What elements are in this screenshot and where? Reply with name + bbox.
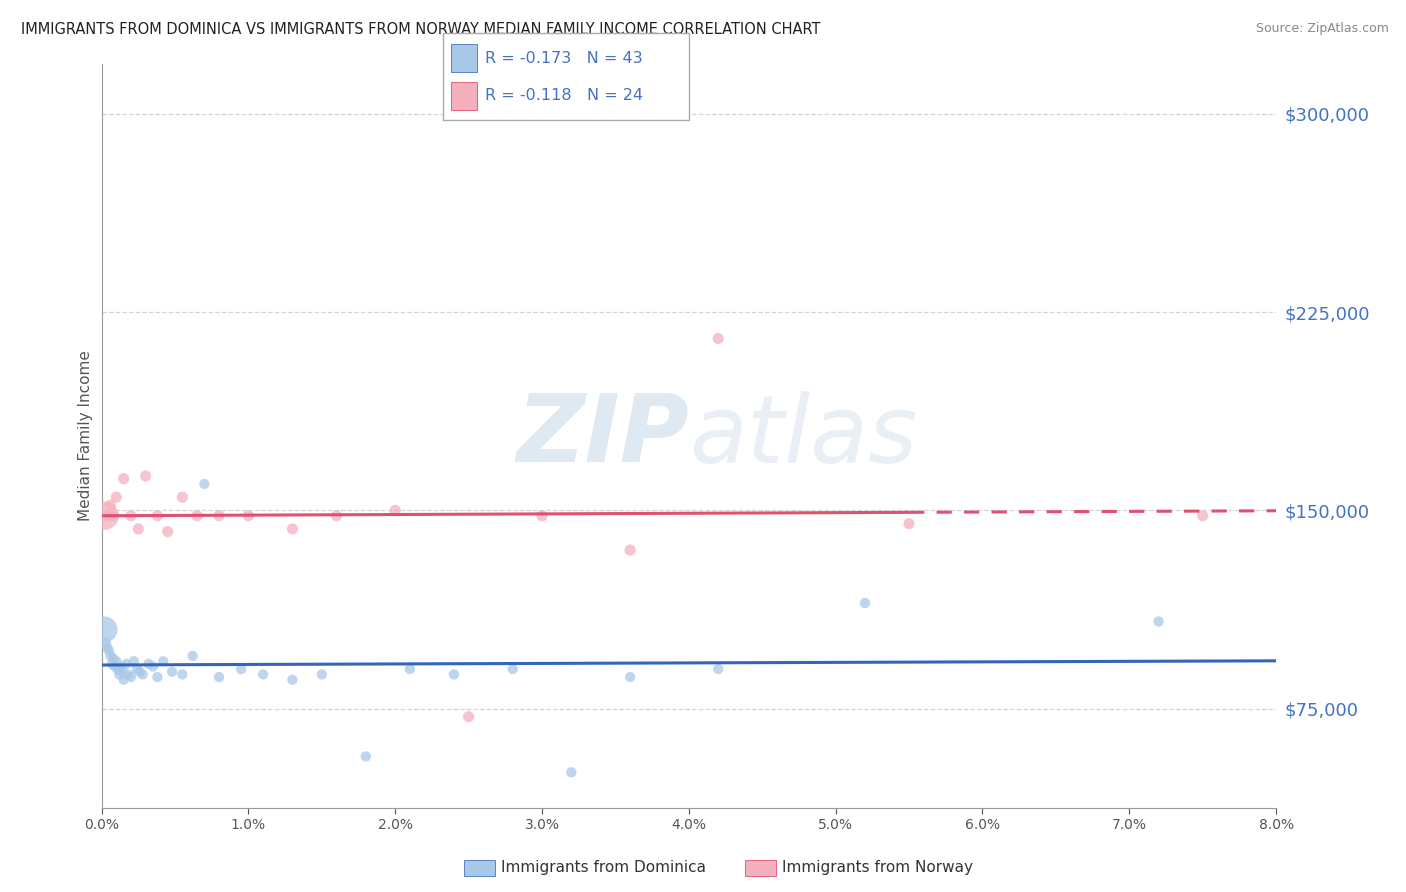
Point [112,472,135,486]
Point [101,657,124,671]
Point [707,331,730,345]
Point [208,508,231,523]
Point [853,596,876,610]
Point [132,667,155,681]
Point [96,640,118,655]
Point [156,524,179,539]
Text: IMMIGRANTS FROM DOMINICA VS IMMIGRANTS FROM NORWAY MEDIAN FAMILY INCOME CORRELAT: IMMIGRANTS FROM DOMINICA VS IMMIGRANTS F… [21,22,821,37]
Point [457,710,479,724]
Point [127,522,149,536]
Point [443,667,465,681]
Point [238,508,260,523]
Point [103,508,125,523]
Point [281,673,304,687]
Point [152,654,174,668]
Point [105,654,128,668]
Point [128,665,150,679]
Point [619,670,641,684]
Point [186,508,208,523]
Point [502,662,524,676]
Point [93,623,115,637]
Text: Immigrants from Dominica: Immigrants from Dominica [501,860,706,874]
Point [120,670,142,684]
Text: atlas: atlas [689,391,917,482]
Point [311,667,333,681]
Point [138,657,160,671]
Point [193,477,215,491]
Point [229,662,252,676]
Point [100,498,122,512]
Point [1191,508,1213,523]
Point [97,643,120,657]
Point [111,665,134,679]
Point [707,662,730,676]
Point [120,508,142,523]
Text: ZIP: ZIP [516,390,689,482]
Point [252,667,274,681]
Point [100,648,122,663]
Point [93,508,115,523]
Point [122,654,145,668]
Point [181,648,204,663]
Point [325,508,347,523]
Text: Source: ZipAtlas.com: Source: ZipAtlas.com [1256,22,1389,36]
Text: R = -0.173   N = 43: R = -0.173 N = 43 [485,51,643,66]
Point [384,503,406,517]
Point [208,670,231,684]
Point [110,659,132,673]
Point [108,667,131,681]
Point [560,765,582,780]
Point [1147,615,1170,629]
Y-axis label: Median Family Income: Median Family Income [79,351,93,522]
Point [619,543,641,558]
Point [146,670,169,684]
Point [354,749,377,764]
Point [160,665,183,679]
Point [96,508,118,523]
Point [115,657,138,671]
Point [172,667,194,681]
Point [898,516,921,531]
Point [103,651,125,665]
Point [112,673,135,687]
Point [172,490,194,504]
Point [105,490,128,504]
Point [94,635,117,649]
Point [117,667,139,681]
Text: R = -0.118   N = 24: R = -0.118 N = 24 [485,88,643,103]
Point [281,522,304,536]
Point [531,508,554,523]
Point [107,662,129,676]
Point [125,662,148,676]
Text: Immigrants from Norway: Immigrants from Norway [782,860,973,874]
Point [399,662,422,676]
Point [146,508,169,523]
Point [142,659,165,673]
Point [135,469,157,483]
Point [104,659,127,673]
